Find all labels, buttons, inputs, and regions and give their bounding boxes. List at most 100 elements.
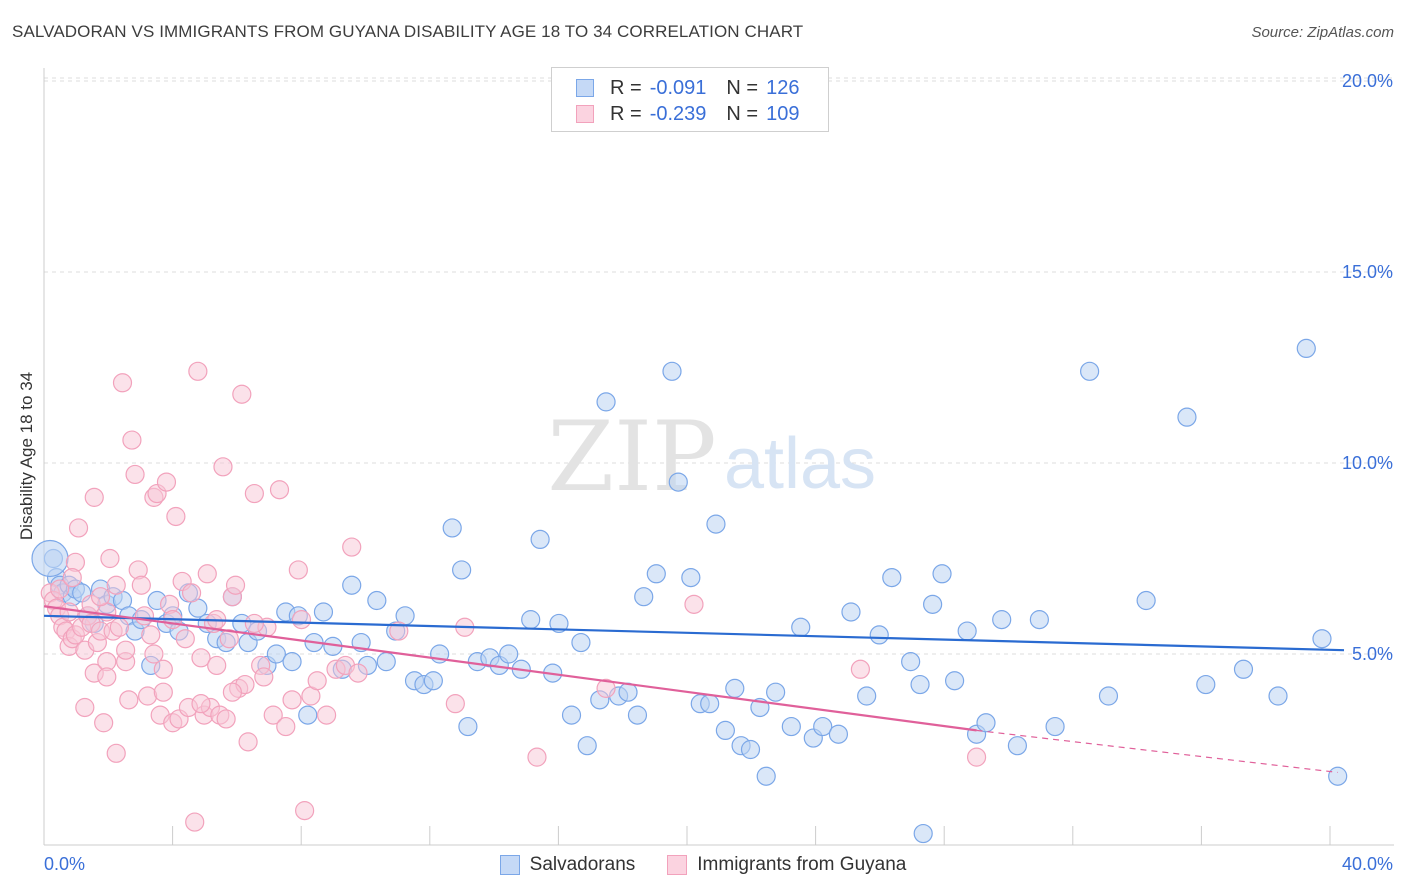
- data-point-guyana: [445, 694, 465, 714]
- bottom-legend-salvadorans[interactable]: Salvadorans: [499, 854, 635, 876]
- data-point-salvadorans: [282, 652, 302, 672]
- data-point-salvadorans: [596, 392, 616, 412]
- data-point-guyana: [153, 682, 173, 702]
- data-point-salvadorans: [957, 621, 977, 641]
- data-point-salvadorans: [342, 575, 362, 595]
- data-point-salvadorans: [530, 529, 550, 550]
- data-point-guyana: [596, 678, 616, 698]
- data-point-guyana: [134, 606, 155, 626]
- data-point-guyana: [348, 663, 368, 683]
- data-point-salvadorans: [766, 682, 786, 702]
- data-point-guyana: [185, 812, 205, 832]
- trend-line-guyana: [43, 605, 977, 732]
- data-point-salvadorans: [725, 678, 745, 698]
- data-point-guyana: [295, 801, 315, 821]
- data-point-guyana: [307, 671, 327, 691]
- data-point-guyana: [100, 548, 120, 569]
- data-point-guyana: [225, 575, 246, 595]
- data-point-guyana: [850, 659, 871, 679]
- data-point-guyana: [175, 629, 195, 649]
- data-point-salvadorans: [1312, 629, 1332, 649]
- data-point-salvadorans: [976, 713, 996, 733]
- legend: R = -0.091 N = 126 R = -0.239 N = 109: [551, 67, 829, 132]
- legend-r-value: -0.091: [649, 76, 707, 99]
- data-point-guyana: [84, 487, 104, 507]
- data-point-guyana: [222, 682, 242, 702]
- data-point-salvadorans: [298, 705, 318, 725]
- trend-line-guyana-extension: [976, 729, 1338, 774]
- data-point-guyana: [97, 667, 117, 687]
- x-tick-label: 0.0%: [44, 854, 85, 874]
- data-point-guyana: [106, 575, 126, 595]
- data-point-guyana: [389, 621, 409, 641]
- data-point-salvadorans: [932, 564, 952, 584]
- data-point-salvadorans: [740, 739, 761, 760]
- legend-swatch-guyana: [576, 105, 594, 123]
- data-point-salvadorans: [521, 610, 541, 630]
- data-point-salvadorans: [1029, 610, 1049, 630]
- data-point-salvadorans: [627, 705, 648, 725]
- legend-r-label: R =: [610, 102, 642, 125]
- bottom-legend: Salvadorans Immigrants from Guyana: [0, 852, 1406, 878]
- data-point-salvadorans: [1177, 407, 1197, 427]
- data-point-guyana: [238, 732, 258, 752]
- data-point-guyana: [156, 472, 177, 492]
- source-label: Source: ZipAtlas.com: [1251, 24, 1394, 41]
- data-point-guyana: [59, 602, 79, 622]
- data-point-guyana: [191, 648, 211, 668]
- data-point-guyana: [269, 480, 290, 500]
- data-point-salvadorans: [376, 652, 396, 672]
- data-point-salvadorans: [1196, 674, 1216, 695]
- data-point-salvadorans: [549, 613, 569, 634]
- data-point-salvadorans: [700, 694, 720, 714]
- data-point-salvadorans: [913, 823, 933, 844]
- y-tick-label: 20.0%: [1342, 71, 1393, 91]
- data-point-salvadorans: [910, 674, 930, 695]
- y-axis-label: Disability Age 18 to 34: [17, 372, 36, 540]
- data-point-salvadorans: [869, 625, 889, 645]
- data-point-salvadorans: [634, 587, 654, 607]
- bottom-legend-guyana[interactable]: Immigrants from Guyana: [667, 854, 906, 876]
- legend-n-label: N =: [726, 102, 759, 125]
- data-point-guyana: [684, 594, 704, 614]
- legend-r-label: R =: [610, 76, 642, 99]
- tick-labels: 5.0% 10.0% 15.0% 20.0% 0.0% 40.0%: [44, 71, 1393, 874]
- data-point-salvadorans: [1328, 766, 1348, 786]
- data-point-salvadorans: [1268, 686, 1288, 706]
- y-tick-label: 5.0%: [1352, 644, 1393, 664]
- data-point-salvadorans: [813, 716, 833, 737]
- data-point-guyana: [138, 686, 158, 706]
- data-point-salvadorans: [31, 539, 69, 578]
- trend-line-salvadorans: [43, 614, 1345, 652]
- data-point-guyana: [90, 587, 111, 607]
- data-point-guyana: [188, 361, 208, 381]
- data-point-salvadorans: [901, 652, 921, 672]
- data-point-guyana: [219, 629, 239, 649]
- data-point-salvadorans: [706, 514, 726, 534]
- data-point-guyana: [232, 384, 252, 404]
- data-point-salvadorans: [458, 716, 478, 737]
- legend-r-value: -0.239: [649, 102, 707, 125]
- data-point-salvadorans: [1007, 736, 1028, 756]
- data-point-guyana: [153, 659, 173, 679]
- data-point-salvadorans: [681, 567, 701, 588]
- data-point-salvadorans: [828, 724, 849, 744]
- data-point-guyana: [291, 610, 312, 630]
- data-point-guyana: [197, 564, 217, 584]
- data-point-salvadorans: [1296, 338, 1316, 358]
- data-point-guyana: [216, 709, 236, 729]
- data-point-salvadorans: [781, 716, 801, 737]
- data-point-salvadorans: [1045, 716, 1065, 737]
- data-point-guyana: [116, 640, 136, 660]
- data-point-salvadorans: [452, 560, 472, 580]
- data-point-salvadorans: [646, 564, 666, 584]
- data-point-guyana: [263, 705, 283, 725]
- data-point-salvadorans: [561, 705, 582, 725]
- data-point-guyana: [75, 697, 95, 718]
- data-point-salvadorans: [571, 632, 591, 653]
- data-point-guyana: [276, 716, 296, 737]
- legend-n-value: 126: [766, 76, 800, 99]
- data-point-guyana: [207, 655, 227, 676]
- data-point-guyana: [122, 430, 142, 450]
